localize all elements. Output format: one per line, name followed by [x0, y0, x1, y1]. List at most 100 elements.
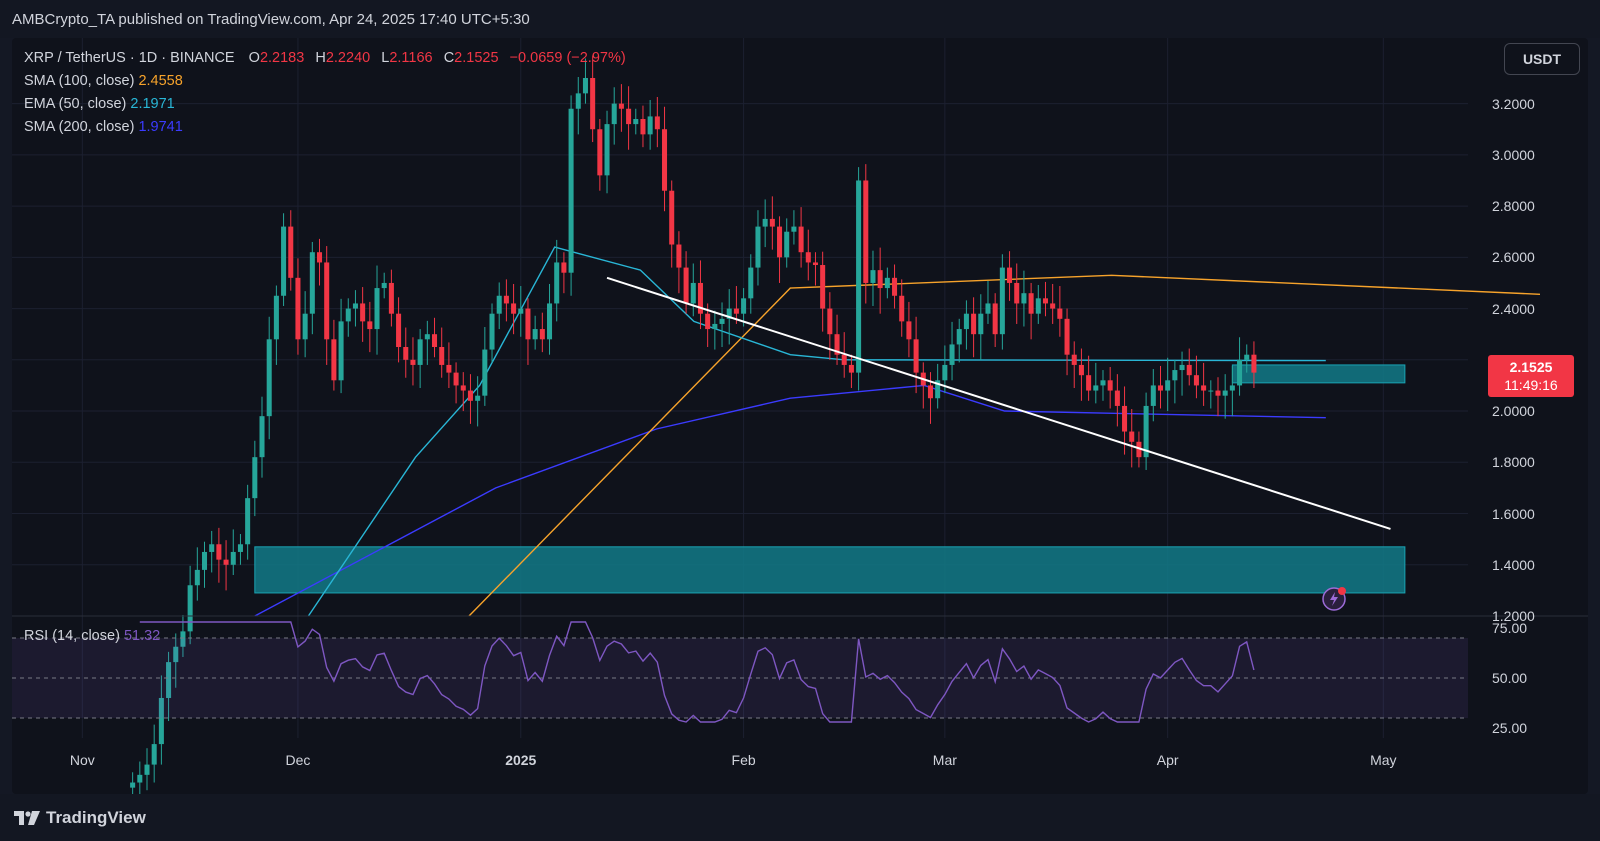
candle-body — [1201, 385, 1207, 391]
time-axis-label: Nov — [69, 752, 95, 768]
candle-body — [669, 190, 675, 245]
sma200-label[interactable]: SMA (200, close) — [24, 119, 135, 135]
candle — [985, 280, 991, 324]
high-label: H — [315, 50, 326, 66]
candle — [812, 252, 818, 286]
candle-body — [496, 295, 502, 314]
candle — [252, 440, 258, 517]
sma100-label[interactable]: SMA (100, close) — [24, 73, 135, 89]
candle-body — [1208, 390, 1214, 392]
candle-body — [1251, 354, 1257, 373]
candle-body — [1007, 267, 1013, 283]
time-axis-label: Dec — [285, 752, 311, 768]
candle — [582, 58, 588, 104]
candle — [554, 239, 560, 322]
price-axis-label: 2.4000 — [1492, 300, 1535, 317]
candle-body — [582, 78, 588, 94]
candle — [173, 633, 179, 688]
candle — [590, 55, 596, 143]
candle — [1050, 283, 1056, 324]
candle-body — [935, 380, 941, 399]
open-label: O — [248, 50, 260, 66]
candle-body — [446, 364, 452, 373]
candle — [618, 84, 624, 132]
candle-body — [820, 265, 826, 309]
candle-body — [223, 559, 229, 565]
candle — [144, 748, 150, 791]
low-label: L — [381, 50, 390, 66]
rsi-legend[interactable]: RSI (14, close) 51.32 — [24, 628, 160, 644]
candle-body — [439, 347, 445, 365]
candle — [755, 210, 761, 286]
candle — [1129, 408, 1135, 468]
candle — [503, 279, 509, 322]
candle — [1143, 392, 1149, 470]
candle — [963, 300, 969, 350]
candle-body — [733, 308, 739, 314]
candle — [388, 269, 394, 327]
candle-body — [856, 180, 862, 373]
candle — [324, 246, 330, 365]
candle — [532, 315, 538, 350]
symbol-info[interactable]: XRP / TetherUS · 1D · BINANCE — [24, 50, 235, 66]
candle-body — [784, 231, 790, 258]
ema50-value: 2.1971 — [130, 96, 175, 112]
candle-body — [237, 544, 243, 552]
candle — [151, 724, 157, 783]
rsi-label: RSI (14, close) — [24, 628, 120, 644]
candle-body — [1050, 303, 1056, 309]
candle — [568, 95, 574, 296]
price-axis-label: 2.8000 — [1492, 198, 1535, 215]
candle — [798, 207, 804, 268]
candle — [338, 298, 344, 394]
top-bar: AMBCrypto_TA published on TradingView.co… — [0, 0, 1600, 38]
candle — [352, 290, 358, 327]
candle — [1007, 251, 1013, 301]
candle — [295, 258, 301, 355]
candle — [805, 229, 811, 281]
candle-body — [489, 313, 495, 350]
candle — [647, 100, 653, 150]
candle — [187, 565, 193, 645]
candle-body — [345, 308, 351, 322]
candle-body — [194, 569, 200, 586]
candle-body — [791, 226, 797, 232]
candle-body — [417, 339, 423, 365]
price-chart[interactable] — [12, 38, 1588, 794]
time-axis-label: May — [1370, 752, 1397, 768]
candle-body — [777, 226, 783, 258]
candle — [633, 108, 639, 135]
candle-body — [151, 744, 157, 765]
candle-body — [812, 262, 818, 266]
candle — [1237, 337, 1243, 396]
publish-info: AMBCrypto_TA published on TradingView.co… — [12, 11, 530, 28]
candle — [877, 247, 883, 314]
candle-body — [1078, 364, 1084, 376]
candle-body — [259, 416, 265, 458]
price-axis-label: 1.2000 — [1492, 608, 1535, 624]
candle — [820, 251, 826, 332]
candle-body — [539, 329, 545, 340]
candle-body — [884, 277, 890, 289]
candle-body — [511, 303, 517, 314]
chart-legend: XRP / TetherUS · 1D · BINANCE O2.2183 H2… — [24, 47, 626, 139]
candle — [1165, 357, 1171, 412]
candle — [230, 529, 236, 576]
ema50-label[interactable]: EMA (50, close) — [24, 96, 127, 112]
currency-button[interactable]: USDT — [1504, 43, 1580, 75]
candle-body — [288, 226, 294, 278]
tradingview-logo[interactable]: TradingView — [14, 808, 146, 828]
flash-alert-icon[interactable] — [1321, 586, 1347, 612]
candle — [1021, 270, 1027, 327]
candle-body — [432, 334, 438, 347]
candle-body — [726, 308, 732, 319]
price-axis-label: 2.6000 — [1492, 249, 1535, 266]
candle — [539, 312, 545, 353]
chart-frame[interactable]: XRP / TetherUS · 1D · BINANCE O2.2183 H2… — [12, 38, 1588, 794]
time-axis-label: Apr — [1156, 752, 1179, 768]
candle — [367, 301, 373, 353]
candle — [439, 327, 445, 378]
close-value: 2.1525 — [454, 50, 499, 66]
candle-body — [949, 344, 955, 365]
candle — [892, 264, 898, 309]
